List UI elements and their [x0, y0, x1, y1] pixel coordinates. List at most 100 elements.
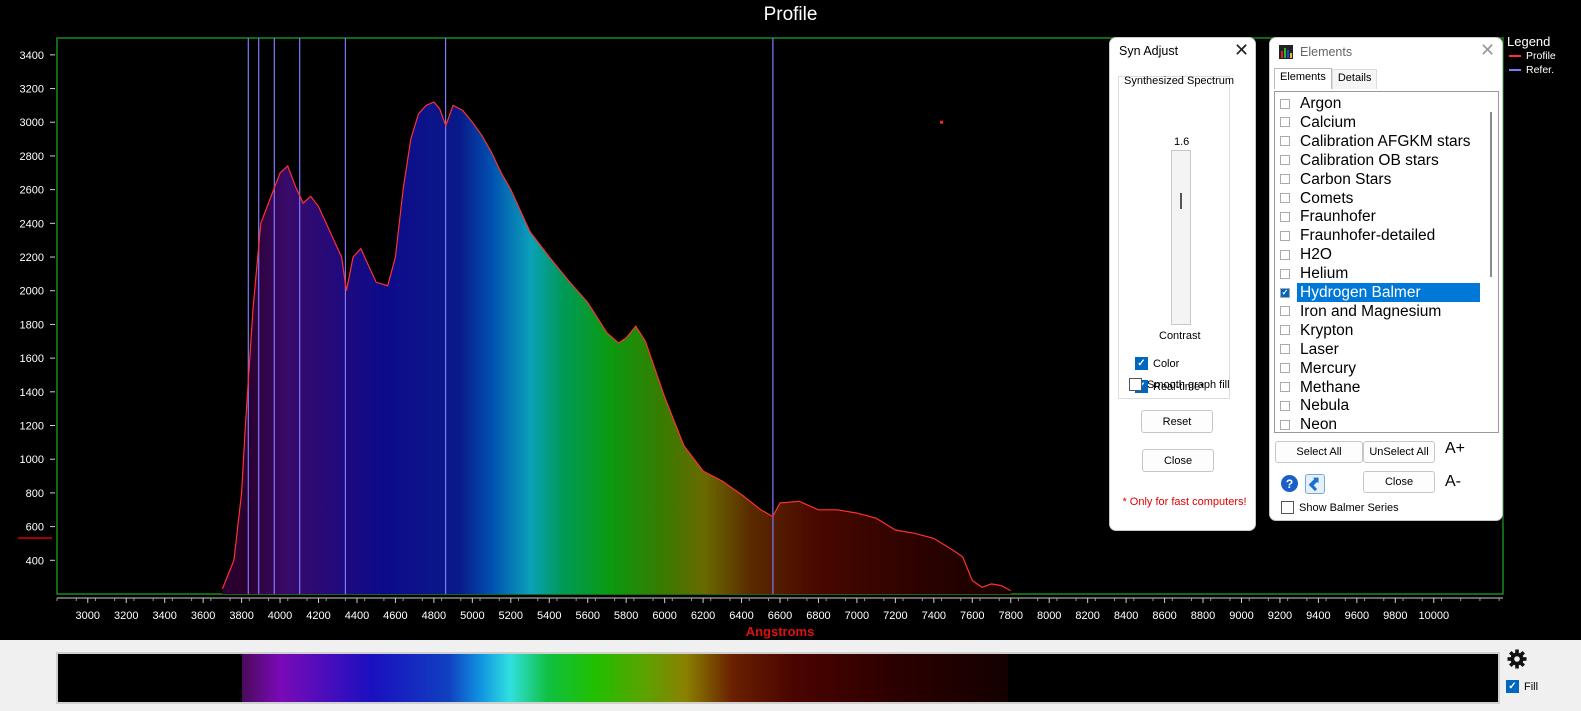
- legend-swatch-profile: [1509, 55, 1521, 57]
- reset-button[interactable]: Reset: [1141, 410, 1213, 433]
- x-tick-label: 3200: [114, 610, 138, 622]
- x-tick-label: 6800: [806, 610, 830, 622]
- smooth-fill-label: Smooth graph fill: [1147, 378, 1230, 391]
- element-item[interactable]: Calibration AFGKM stars: [1280, 132, 1480, 151]
- element-checkbox[interactable]: [1280, 174, 1290, 185]
- element-checkbox[interactable]: [1280, 325, 1290, 336]
- x-tick-label: 7200: [883, 610, 907, 622]
- element-checkbox[interactable]: [1280, 193, 1290, 203]
- element-label: Neon: [1300, 416, 1338, 433]
- elements-list-scrollbar[interactable]: [1490, 112, 1492, 277]
- elements-tabs: Elements Details: [1274, 68, 1378, 90]
- element-item[interactable]: Nebula: [1280, 396, 1480, 415]
- element-label: Calibration AFGKM stars: [1300, 132, 1471, 150]
- syn-adjust-title: Syn Adjust: [1119, 44, 1179, 58]
- element-checkbox[interactable]: [1280, 344, 1290, 355]
- elements-list[interactable]: Argon Calcium Calibration AFGKM stars Calib…: [1274, 91, 1499, 433]
- marker-point: [940, 120, 944, 124]
- legend-label-reference: Refer.: [1526, 64, 1555, 76]
- syn-adjust-close-icon[interactable]: ✕: [1234, 40, 1250, 60]
- font-decrease-button[interactable]: A-: [1445, 473, 1461, 490]
- element-label: Mercury: [1300, 359, 1356, 377]
- element-item[interactable]: Mercury: [1280, 359, 1480, 378]
- y-tick-label: 3200: [20, 84, 44, 96]
- contrast-slider[interactable]: [1171, 150, 1191, 325]
- element-checkbox[interactable]: [1280, 306, 1290, 317]
- y-tick-label: 400: [26, 555, 44, 567]
- element-checkbox[interactable]: [1280, 382, 1290, 392]
- element-item[interactable]: Methane: [1280, 378, 1480, 397]
- legend-label-profile: Profile: [1526, 50, 1556, 62]
- smooth-fill-checkbox-row[interactable]: Smooth graph fill: [1129, 378, 1230, 391]
- syn-close-button[interactable]: Close: [1142, 449, 1214, 472]
- x-axis-ticks: 3000 3200 3400 3600 3800 4000 4200 4400 4600 4800…: [56, 598, 1500, 622]
- element-checkbox[interactable]: [1280, 249, 1290, 260]
- element-label: Comets: [1300, 189, 1354, 207]
- element-checkbox[interactable]: [1280, 363, 1290, 374]
- color-checkbox[interactable]: [1135, 357, 1148, 370]
- y-tick-label: 1000: [20, 454, 44, 466]
- show-balmer-row[interactable]: Show Balmer Series: [1281, 501, 1399, 514]
- select-all-button[interactable]: Select All: [1275, 441, 1363, 463]
- fill-checkbox[interactable]: [1506, 680, 1519, 693]
- element-checkbox[interactable]: [1280, 268, 1290, 279]
- element-label: Helium: [1300, 265, 1349, 283]
- element-item[interactable]: H2O: [1280, 245, 1480, 264]
- elements-close-icon[interactable]: ✕: [1480, 40, 1496, 60]
- element-checkbox[interactable]: [1280, 400, 1290, 411]
- x-tick-label: 4200: [306, 610, 330, 622]
- element-item[interactable]: Fraunhofer: [1280, 207, 1480, 226]
- element-item[interactable]: Hydrogen Balmer: [1280, 283, 1480, 302]
- element-label: H2O: [1300, 246, 1332, 264]
- element-item[interactable]: Calcium: [1280, 113, 1480, 132]
- element-checkbox[interactable]: [1280, 287, 1290, 298]
- element-checkbox[interactable]: [1280, 155, 1290, 166]
- legend-swatch-reference: [1509, 69, 1521, 71]
- color-checkbox-row[interactable]: Color: [1135, 357, 1179, 370]
- show-balmer-checkbox[interactable]: [1281, 501, 1294, 514]
- element-checkbox[interactable]: [1280, 117, 1290, 128]
- fill-checkbox-label: Fill: [1524, 680, 1539, 693]
- element-item[interactable]: Calibration OB stars: [1280, 151, 1480, 170]
- font-increase-button[interactable]: A+: [1445, 440, 1466, 457]
- element-item[interactable]: Argon: [1280, 94, 1480, 113]
- unselect-all-button[interactable]: UnSelect All: [1363, 441, 1435, 463]
- x-tick-label: 6000: [652, 610, 676, 622]
- element-item[interactable]: Comets: [1280, 189, 1480, 208]
- x-tick-label: 6600: [768, 610, 792, 622]
- x-tick-label: 8800: [1191, 610, 1215, 622]
- element-label: Argon: [1300, 95, 1342, 112]
- element-item[interactable]: Iron and Magnesium: [1280, 302, 1480, 321]
- element-checkbox[interactable]: [1280, 211, 1290, 222]
- spectrum-strip-fill: [241, 654, 1008, 702]
- x-tick-label: 8600: [1152, 610, 1176, 622]
- tab-details[interactable]: Details: [1331, 69, 1378, 89]
- element-checkbox[interactable]: [1280, 98, 1290, 109]
- y-tick-label: 600: [26, 522, 44, 534]
- y-tick-label: 1400: [20, 387, 44, 399]
- show-balmer-label: Show Balmer Series: [1299, 501, 1399, 514]
- element-item[interactable]: Fraunhofer-detailed: [1280, 226, 1480, 245]
- profile-fill: [222, 102, 1011, 594]
- smooth-fill-checkbox[interactable]: [1129, 378, 1142, 391]
- element-item[interactable]: Carbon Stars: [1280, 170, 1480, 189]
- fill-checkbox-row[interactable]: Fill: [1506, 680, 1538, 693]
- contrast-slider-thumb[interactable]: [1180, 193, 1182, 209]
- element-label: Calcium: [1300, 113, 1356, 131]
- gear-icon[interactable]: [1507, 649, 1527, 669]
- element-item[interactable]: Neon: [1280, 415, 1480, 433]
- help-icon[interactable]: ?: [1281, 475, 1298, 492]
- element-item[interactable]: Krypton: [1280, 321, 1480, 340]
- element-checkbox[interactable]: [1280, 230, 1290, 241]
- element-item[interactable]: Laser: [1280, 340, 1480, 359]
- elements-close-button[interactable]: Close: [1363, 471, 1435, 493]
- element-checkbox[interactable]: [1280, 136, 1290, 147]
- element-label: Krypton: [1300, 321, 1354, 339]
- tab-elements[interactable]: Elements: [1274, 68, 1332, 89]
- x-tick-label: 9400: [1306, 610, 1330, 622]
- element-checkbox[interactable]: [1280, 419, 1290, 430]
- element-item[interactable]: Helium: [1280, 264, 1480, 283]
- x-axis-label: Angstroms: [746, 624, 815, 639]
- x-tick-label: 8000: [1037, 610, 1061, 622]
- pointer-tool-button[interactable]: [1305, 474, 1325, 494]
